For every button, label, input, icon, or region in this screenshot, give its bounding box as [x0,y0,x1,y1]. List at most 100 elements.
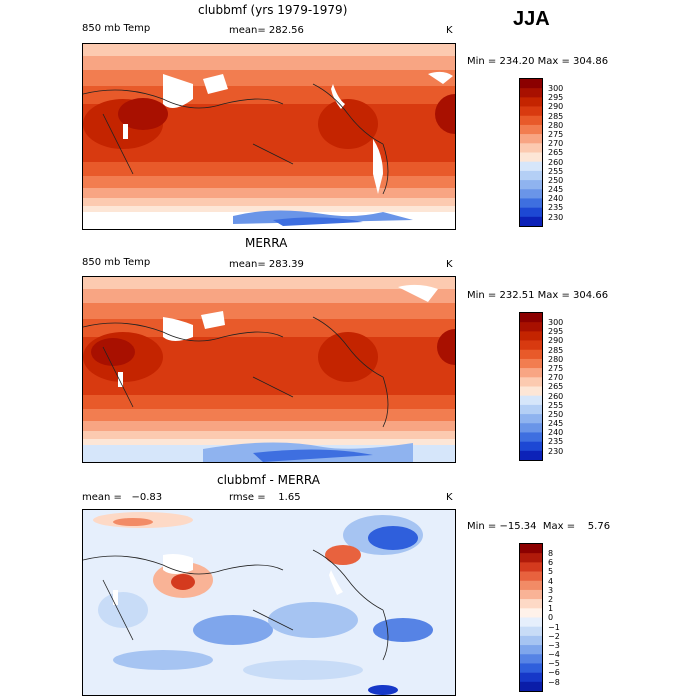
mean-label: mean= 282.56 [229,25,304,36]
map-field [83,44,455,229]
colorbar-swatches [520,79,542,227]
variable-label: 850 mb Temp [82,257,151,268]
colorbar-swatch [520,180,542,190]
colorbar-tick-label: −8 [548,677,560,687]
colorbar-tick-label: −2 [548,631,560,641]
colorbar-tick-label: 300 [548,84,564,93]
colorbar-swatch [520,189,542,199]
colorbar-swatch [520,599,542,609]
colorbar-swatch [520,580,542,591]
units-label: K [446,259,453,270]
colorbar-swatch [520,216,542,227]
season-label: JJA [513,8,550,30]
map-plot [82,43,456,230]
colorbar-swatch [520,635,542,646]
colorbar-tick-label: 255 [548,166,564,176]
colorbar-swatch [520,441,542,452]
colorbar-swatch [520,88,542,98]
colorbar-swatch [520,608,542,618]
colorbar-swatch [520,681,542,692]
colorbar-tick-label: 285 [548,111,564,121]
colorbar-swatch [520,645,542,655]
colorbar-swatch [520,313,542,323]
colorbar-swatches [520,313,542,461]
colorbar-swatch [520,663,542,673]
colorbar-swatch [520,672,542,683]
colorbar-swatch [520,544,542,554]
colorbar-tick-label: 230 [548,212,564,222]
colorbar-swatch [520,143,542,153]
colorbar-swatch [520,386,542,396]
units-label: K [446,25,453,36]
colorbar-labels: 8 6 5 4 3 2 1 0 −1 −2 −3 −4 −5 −6 −8 [548,549,560,687]
colorbar-swatch [520,152,542,162]
colorbar-tick-label: 275 [548,129,564,139]
colorbar-swatch [520,97,542,107]
colorbar-tick-label: 0 [548,613,554,623]
colorbar-swatch [520,377,542,387]
colorbar-swatch [520,115,542,126]
colorbar-swatch [520,331,542,341]
panel-title: MERRA [245,236,288,250]
colorbar-swatch [520,322,542,332]
colorbar-tick-label: 250 [548,409,564,419]
colorbar [519,543,543,692]
mean-label: mean= 283.39 [229,259,304,270]
colorbar-swatch [520,207,542,218]
colorbar-tick-label: 290 [548,336,564,346]
colorbar-tick-label: 290 [548,102,564,112]
colorbar-swatch [520,404,542,415]
colorbar-tick-label: −3 [548,640,560,650]
colorbar-swatch [520,414,542,424]
map-plot [82,509,456,696]
map-plot [82,276,456,463]
colorbar-tick-label: 280 [548,120,564,130]
colorbar-swatches [520,544,542,692]
colorbar-tick-label: 250 [548,175,564,185]
colorbar-tick-label: 5 [548,567,554,577]
min-max-label: Min = −15.34 Max = 5.76 [467,521,611,532]
colorbar-tick-label: 280 [548,354,564,364]
min-max-label: Min = 234.20 Max = 304.86 [467,56,609,67]
colorbar-swatch [520,106,542,117]
colorbar-tick-label: 8 [548,549,554,558]
panel-title: clubbmf (yrs 1979-1979) [198,3,348,17]
colorbar-tick-label: 2 [548,594,554,604]
colorbar-swatch [520,170,542,181]
colorbar-tick-label: 6 [548,558,554,568]
colorbar-swatch [520,589,542,600]
mean-label: mean = −0.83 [82,492,163,503]
colorbar-tick-label: 3 [548,585,554,595]
colorbar-tick-label: 295 [548,93,564,103]
colorbar-swatch [520,349,542,360]
colorbar-tick-label: −4 [548,650,560,660]
colorbar [519,312,543,461]
colorbar-swatch [520,198,542,208]
colorbar-swatch [520,358,542,369]
colorbar-swatch [520,124,542,135]
colorbar-tick-label: 300 [548,318,564,327]
colorbar-tick-label: −1 [548,622,560,632]
variable-label: 850 mb Temp [82,23,151,34]
colorbar-swatch [520,562,542,572]
colorbar-swatch [520,423,542,433]
colorbar-swatch [520,626,542,637]
colorbar-tick-label: 240 [548,194,564,204]
colorbar-swatch [520,340,542,351]
colorbar-tick-label: 285 [548,345,564,355]
map-field [83,510,455,695]
colorbar-swatch [520,450,542,461]
map-field [83,277,455,462]
colorbar-tick-label: 260 [548,391,564,401]
colorbar-tick-label: 240 [548,428,564,438]
colorbar-tick-label: −5 [548,659,560,669]
colorbar-tick-label: 235 [548,437,564,447]
colorbar-swatch [520,553,542,563]
colorbar-tick-label: 230 [548,446,564,456]
colorbar-tick-label: 295 [548,327,564,337]
colorbar-tick-label: 245 [548,185,564,195]
colorbar-tick-label: 245 [548,419,564,429]
colorbar-labels: 300 295 290 285 280 275 270 265 260 255 250 245 240 2… [548,84,563,222]
colorbar-swatch [520,79,542,89]
colorbar-swatch [520,395,542,406]
